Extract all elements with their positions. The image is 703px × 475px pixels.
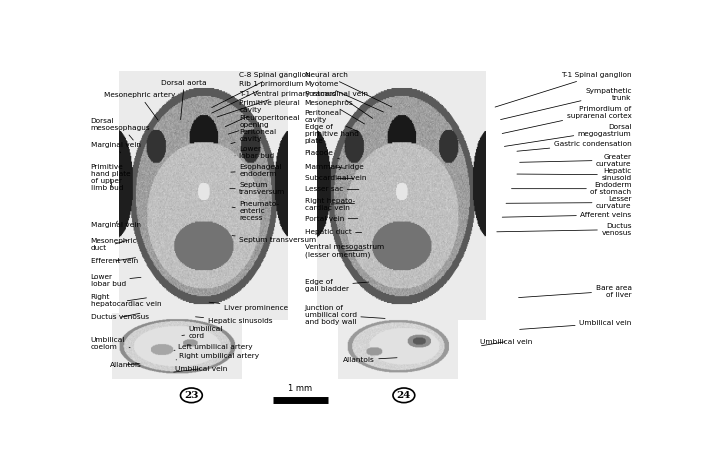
Text: Placode: Placode bbox=[304, 150, 340, 159]
Text: 1 mm: 1 mm bbox=[288, 384, 312, 393]
Text: Dorsal
megogastrium: Dorsal megogastrium bbox=[505, 124, 631, 146]
Text: Mammary ridge: Mammary ridge bbox=[304, 164, 363, 170]
Text: Allantois: Allantois bbox=[110, 362, 141, 368]
Text: Lower
lobar bud: Lower lobar bud bbox=[91, 275, 141, 287]
Text: Right
hepatocardiac vein: Right hepatocardiac vein bbox=[91, 294, 161, 307]
Text: Junction of
umbilical cord
and body wall: Junction of umbilical cord and body wall bbox=[304, 305, 385, 325]
Text: Mesonephros: Mesonephros bbox=[304, 100, 365, 124]
Text: C-8 Spinal ganglion: C-8 Spinal ganglion bbox=[212, 72, 311, 107]
Text: Mesonephric
duct: Mesonephric duct bbox=[91, 238, 137, 251]
Text: Lower
lobar bud: Lower lobar bud bbox=[235, 146, 274, 159]
Text: Rib 1 primordium: Rib 1 primordium bbox=[212, 81, 304, 113]
Text: 23: 23 bbox=[184, 391, 198, 400]
Text: T-1 Spinal ganglion: T-1 Spinal ganglion bbox=[495, 72, 631, 107]
Text: Septum transversum: Septum transversum bbox=[232, 236, 316, 243]
Text: Mesonephric artery: Mesonephric artery bbox=[104, 93, 176, 120]
Text: Pneumato-
enteric
recess: Pneumato- enteric recess bbox=[232, 201, 280, 221]
Text: Right hepato-
cardiac vein: Right hepato- cardiac vein bbox=[304, 198, 355, 210]
Text: Dorsal aorta: Dorsal aorta bbox=[162, 80, 207, 120]
Text: Edge of
gall bladder: Edge of gall bladder bbox=[304, 279, 368, 292]
Text: Subcardinal vein: Subcardinal vein bbox=[304, 175, 366, 181]
Text: Efferent vein: Efferent vein bbox=[91, 257, 138, 264]
Text: Septum
transversum: Septum transversum bbox=[230, 182, 285, 195]
Text: Peritoneal
cavity: Peritoneal cavity bbox=[231, 129, 276, 143]
Text: Umbilical vein: Umbilical vein bbox=[520, 320, 631, 329]
Text: Gastric condensation: Gastric condensation bbox=[517, 141, 631, 151]
Text: Afferent veins: Afferent veins bbox=[502, 212, 631, 218]
Text: Hepatic sinusoids: Hepatic sinusoids bbox=[195, 317, 272, 324]
Text: T-1 Ventral primary ramus: T-1 Ventral primary ramus bbox=[217, 91, 336, 117]
Text: Edge of
primitive hand
plate: Edge of primitive hand plate bbox=[304, 124, 359, 147]
Text: Marginal vein: Marginal vein bbox=[91, 221, 141, 228]
Text: Ductus venosus: Ductus venosus bbox=[91, 314, 148, 321]
Text: Postcardinal vein: Postcardinal vein bbox=[304, 91, 373, 118]
Text: Lesser sac: Lesser sac bbox=[304, 186, 359, 192]
Text: Lesser
curvature: Lesser curvature bbox=[506, 196, 631, 209]
Text: Peritoneal
cavity: Peritoneal cavity bbox=[304, 110, 358, 132]
Text: Bare area
of liver: Bare area of liver bbox=[519, 285, 631, 297]
Text: Pleuroperitoneal
opening: Pleuroperitoneal opening bbox=[228, 114, 300, 134]
Text: Ventral mesogastrum
(lesser omentum): Ventral mesogastrum (lesser omentum) bbox=[304, 244, 384, 257]
Text: Right umbilical artery: Right umbilical artery bbox=[176, 353, 259, 360]
Text: Portal vein: Portal vein bbox=[304, 216, 358, 222]
Text: Dorsal
mesoesophagus: Dorsal mesoesophagus bbox=[91, 118, 150, 140]
Text: Ductus
venosus: Ductus venosus bbox=[497, 223, 631, 236]
Text: Esophageal
endoderm: Esophageal endoderm bbox=[231, 164, 282, 177]
Text: Hepatic duct: Hepatic duct bbox=[304, 229, 361, 235]
Text: Umbilical vein: Umbilical vein bbox=[174, 366, 228, 372]
Text: Umbilical
cord: Umbilical cord bbox=[182, 325, 223, 339]
Text: Allantois: Allantois bbox=[343, 357, 397, 363]
Text: Umbilical vein: Umbilical vein bbox=[480, 339, 533, 346]
Text: Primordium of
suprarenal cortex: Primordium of suprarenal cortex bbox=[502, 106, 631, 133]
Text: Sympathetic
trunk: Sympathetic trunk bbox=[501, 88, 631, 120]
Text: Primitive pleural
cavity: Primitive pleural cavity bbox=[226, 100, 300, 127]
Text: Greater
curvature: Greater curvature bbox=[520, 153, 631, 167]
Text: Left umbilical artery: Left umbilical artery bbox=[174, 344, 252, 351]
Text: Myotome: Myotome bbox=[304, 81, 384, 112]
Text: 24: 24 bbox=[396, 391, 411, 400]
Text: Liver prominence: Liver prominence bbox=[209, 302, 288, 311]
Text: Hepatic
sinusoid: Hepatic sinusoid bbox=[517, 168, 631, 181]
Text: Umbilical
coelom: Umbilical coelom bbox=[91, 336, 130, 350]
Text: Primitive
hand plate
of upper
limb bud: Primitive hand plate of upper limb bud bbox=[91, 164, 130, 191]
Text: Neural arch: Neural arch bbox=[304, 72, 392, 107]
Text: Marginal vein: Marginal vein bbox=[91, 142, 141, 153]
Text: Endoderm
of stomach: Endoderm of stomach bbox=[512, 182, 631, 195]
